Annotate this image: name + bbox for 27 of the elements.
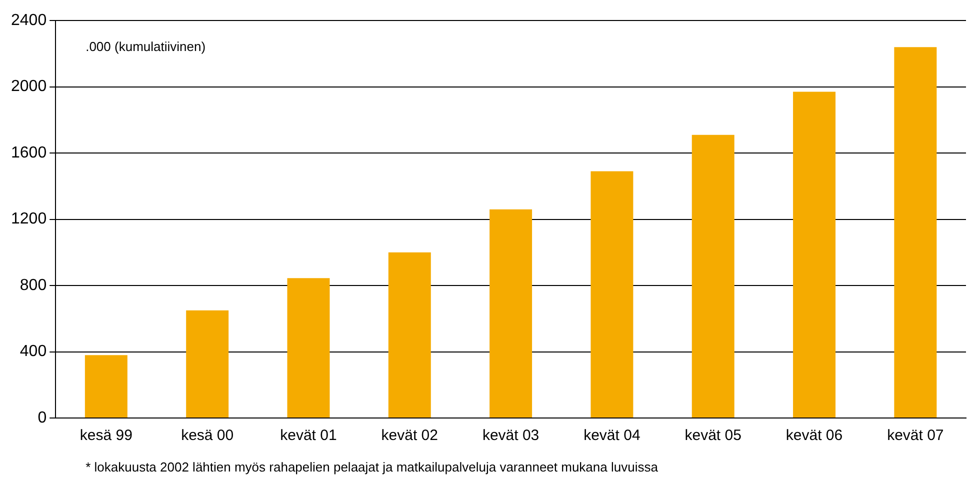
x-tick-label: kevät 05 — [684, 427, 742, 444]
bar — [287, 278, 330, 418]
y-tick-label: 400 — [20, 343, 47, 360]
bar — [894, 47, 937, 418]
y-tick-label: 800 — [20, 276, 47, 294]
x-tick-label: kesä 99 — [80, 427, 132, 444]
y-tick-label: 0 — [38, 409, 47, 426]
y-tick-label: 1600 — [11, 144, 47, 162]
y-tick-label: 2400 — [11, 12, 47, 30]
bar — [186, 310, 229, 418]
y-tick-label: 1200 — [11, 210, 47, 228]
x-tick-label: kevät 07 — [887, 427, 944, 444]
x-tick-label: kesä 00 — [181, 427, 234, 444]
x-tick-label: kevät 04 — [584, 427, 640, 444]
bar — [490, 209, 532, 418]
bar — [84, 355, 128, 418]
y-axis-title: .000 (kumulatiivinen) — [86, 39, 206, 54]
y-tick-label: 2000 — [11, 78, 47, 96]
x-tick-label: kevät 06 — [786, 427, 843, 444]
bar — [590, 171, 634, 418]
x-tick-label: kevät 01 — [280, 427, 337, 444]
bar — [692, 134, 734, 418]
bar — [793, 92, 836, 418]
text: * lokakuusta 2002 lähtien myös rahapelien pelaajat ja matkailupalveluja varanneet mukana luvuissa — [86, 460, 659, 475]
x-tick-label: kevät 02 — [381, 427, 438, 444]
x-tick-label: kevät 03 — [482, 427, 540, 444]
bar — [388, 252, 431, 418]
